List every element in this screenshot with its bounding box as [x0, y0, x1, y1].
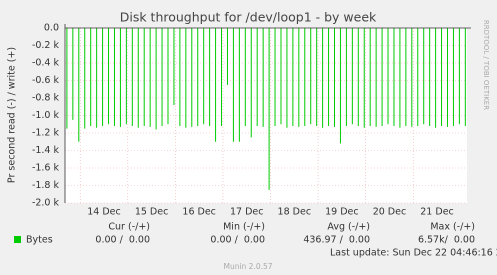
- legend-swatch: [14, 236, 21, 243]
- legend-label: Bytes: [26, 235, 53, 246]
- legend-value: 0.00 / 0.00: [210, 235, 265, 246]
- x-tick-label: 15 Dec: [135, 207, 169, 218]
- legend-header: Cur (-/+): [108, 222, 150, 233]
- y-tick-label: -0.4 k: [32, 58, 60, 69]
- y-tick-label: -1.4 k: [32, 145, 60, 156]
- y-tick-label: -2.0 k: [32, 198, 60, 209]
- x-tick-label: 16 Dec: [182, 207, 216, 218]
- x-tick-label: 17 Dec: [230, 207, 264, 218]
- legend-header: Avg (-/+): [327, 222, 370, 233]
- y-axis-label: Pr second read (-) / write (+): [7, 47, 18, 183]
- y-tick-label: -0.6 k: [32, 75, 60, 86]
- y-tick-label: -1.8 k: [32, 180, 60, 191]
- x-tick-label: 14 Dec: [87, 207, 121, 218]
- x-tick-label: 18 Dec: [278, 207, 312, 218]
- legend-value: 0.00 / 0.00: [95, 235, 150, 246]
- x-tick-label: 19 Dec: [325, 207, 359, 218]
- y-tick-label: -1.6 k: [32, 163, 60, 174]
- chart-title: Disk throughput for /dev/loop1 - by week: [120, 10, 377, 25]
- legend-value: 6.57k/ 0.00: [418, 235, 475, 246]
- y-tick-label: -1.2 k: [32, 128, 60, 139]
- y-tick-label: 0.0: [44, 23, 59, 34]
- y-tick-label: -1.0 k: [32, 110, 60, 121]
- last-update: Last update: Sun Dec 22 04:46:16 2024: [330, 248, 497, 259]
- footer: Munin 2.0.57: [223, 262, 272, 271]
- x-tick-label: 20 Dec: [373, 207, 407, 218]
- x-tick-label: 21 Dec: [420, 207, 454, 218]
- legend-header: Min (-/+): [223, 222, 265, 233]
- legend-value: 436.97 / 0.00: [303, 235, 370, 246]
- y-tick-label: -0.8 k: [32, 93, 60, 104]
- y-tick-label: -0.2 k: [32, 40, 60, 51]
- legend-header: Max (-/+): [430, 222, 475, 233]
- side-note: RRDTOOL / TOBI OETIKER: [482, 20, 490, 110]
